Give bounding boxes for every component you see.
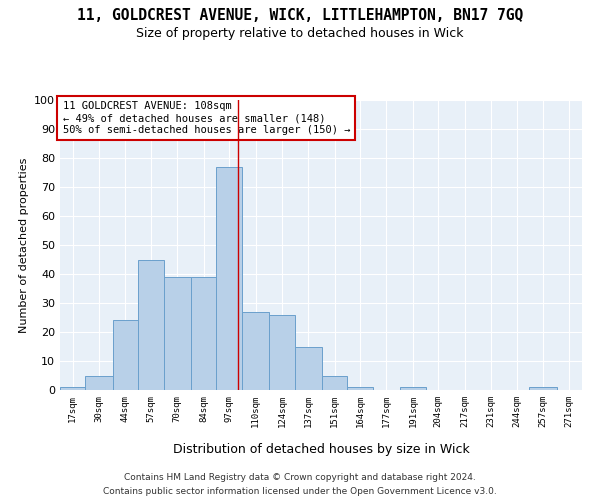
Text: 11, GOLDCREST AVENUE, WICK, LITTLEHAMPTON, BN17 7GQ: 11, GOLDCREST AVENUE, WICK, LITTLEHAMPTO… xyxy=(77,8,523,22)
Text: Size of property relative to detached houses in Wick: Size of property relative to detached ho… xyxy=(136,28,464,40)
Y-axis label: Number of detached properties: Number of detached properties xyxy=(19,158,29,332)
Bar xyxy=(529,387,557,390)
Bar xyxy=(242,312,269,390)
Text: Contains HM Land Registry data © Crown copyright and database right 2024.: Contains HM Land Registry data © Crown c… xyxy=(124,472,476,482)
Bar xyxy=(85,376,113,390)
Bar xyxy=(322,376,347,390)
Bar xyxy=(400,387,425,390)
Bar xyxy=(164,277,191,390)
Text: 11 GOLDCREST AVENUE: 108sqm
← 49% of detached houses are smaller (148)
50% of se: 11 GOLDCREST AVENUE: 108sqm ← 49% of det… xyxy=(62,102,350,134)
Bar xyxy=(295,346,322,390)
Bar xyxy=(217,166,242,390)
Bar xyxy=(347,387,373,390)
Bar xyxy=(113,320,138,390)
Bar xyxy=(138,260,164,390)
Bar xyxy=(191,277,217,390)
Bar xyxy=(60,387,85,390)
Text: Contains public sector information licensed under the Open Government Licence v3: Contains public sector information licen… xyxy=(103,488,497,496)
Bar xyxy=(269,314,295,390)
Text: Distribution of detached houses by size in Wick: Distribution of detached houses by size … xyxy=(173,442,469,456)
